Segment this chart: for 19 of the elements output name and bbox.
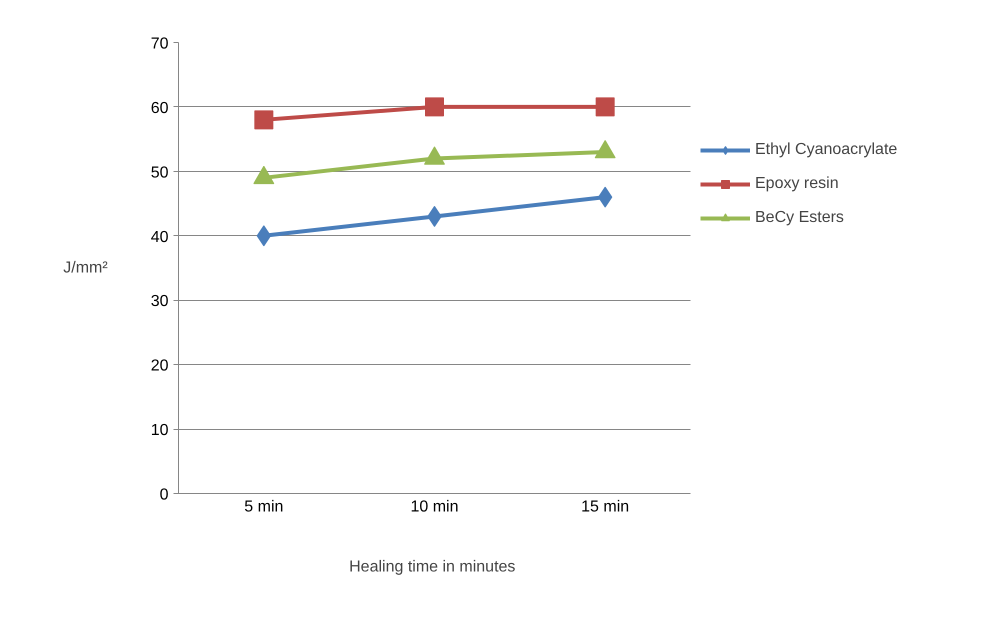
x-tick-label: 15 min xyxy=(581,498,630,516)
point xyxy=(425,97,444,116)
point xyxy=(596,97,615,116)
legend-label: Epoxy resin xyxy=(755,175,839,193)
y-tick-label: 40 xyxy=(150,228,169,246)
legend-label: BeCy Esters xyxy=(755,209,844,227)
x-axis-title: Healing time in minutes xyxy=(349,558,516,576)
x-tick-label: 10 min xyxy=(410,498,459,516)
point xyxy=(254,110,274,130)
y-axis-title: J/mm² xyxy=(63,260,108,276)
y-tick-label: 30 xyxy=(150,293,169,310)
y-tick-label: 60 xyxy=(150,100,169,117)
y-tick-label: 70 xyxy=(150,36,169,52)
x-tick-label: 5 min xyxy=(244,498,284,516)
y-tick-label: 10 xyxy=(150,422,169,440)
y-tick-label: 20 xyxy=(150,358,169,375)
legend-label: Ethyl Cyanoacrylate xyxy=(755,141,898,159)
y-tick-label: 0 xyxy=(160,486,169,504)
y-tick-label: 50 xyxy=(150,164,169,182)
